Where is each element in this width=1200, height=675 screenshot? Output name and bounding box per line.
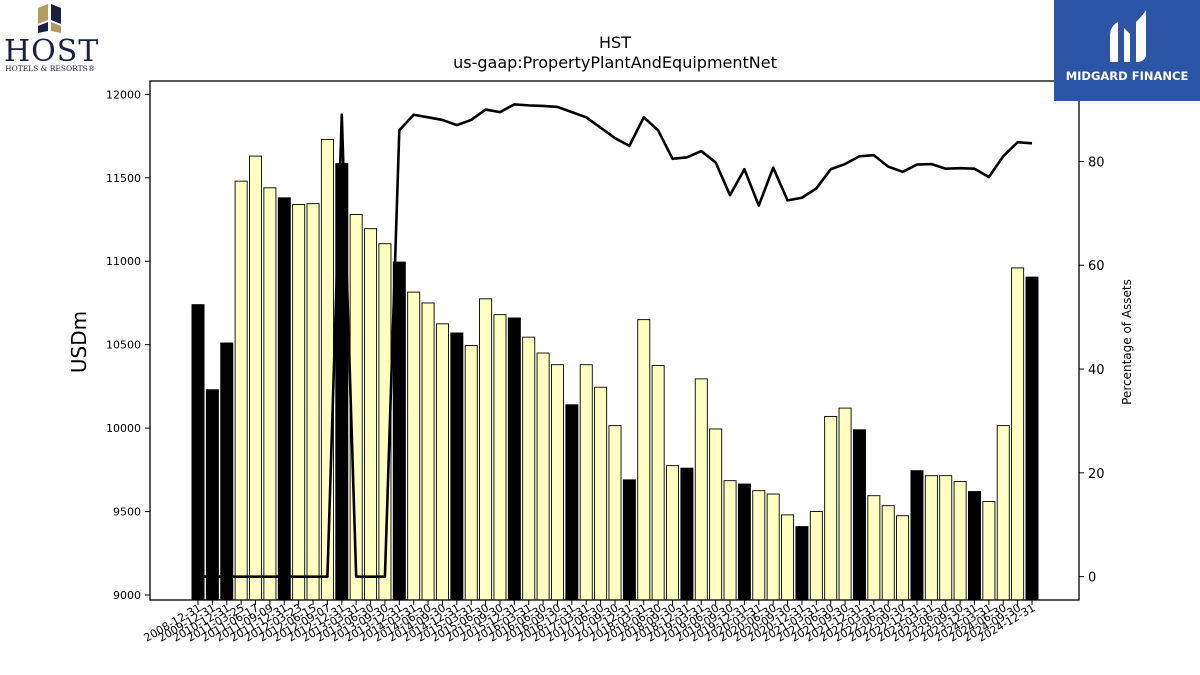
bar [939,475,953,601]
bar [723,480,737,601]
bar [479,298,493,601]
y-axis-right: 0 20 40 60 80 [1079,155,1105,586]
bar [910,470,924,601]
y-tick-label: 11000 [106,255,141,268]
midgard-wordmark: MIDGARD FINANCE [1065,69,1189,83]
y-tick-label: 10000 [106,422,141,435]
y2-tick-label: 40 [1088,363,1105,378]
midgard-emblem-icon [1110,10,1146,62]
y2-tick-label: 60 [1088,259,1105,274]
bar [594,386,608,601]
bar [493,314,507,601]
bar [450,332,464,601]
chart-subtitle: us-gaap:PropertyPlantAndEquipmentNet [453,53,777,72]
bar [896,515,910,601]
y2-axis-label: Percentage of Assets [1120,279,1134,405]
bar [637,319,651,601]
bar [766,493,780,601]
y-tick-label: 11500 [106,172,141,185]
bar [565,404,579,601]
y-axis-left: 9000 9500 10000 10500 11000 11500 12000 [106,88,150,602]
bar [536,352,550,601]
bar [967,491,981,601]
bar [694,378,708,601]
chart-title: HST [599,33,631,52]
bar-series [191,138,1039,601]
bar [205,389,219,601]
bar [867,495,881,601]
y-axis-label: USDm [67,311,91,373]
bar [392,261,406,601]
bar [522,336,536,601]
bar [881,505,895,601]
bar [924,475,938,601]
bar [824,415,838,601]
bar [550,364,564,601]
y2-tick-label: 80 [1088,155,1105,170]
bar [292,204,306,601]
plot-frame [149,80,1080,601]
bar [407,291,421,601]
bar [364,228,378,601]
bar [579,364,593,601]
bar [220,342,234,601]
y-tick-label: 10500 [106,339,141,352]
x-axis: 2008-12-312009-12-312010-12-312011-03-25… [142,600,1038,645]
bar [234,180,248,601]
host-wordmark: HOST [4,34,100,69]
bar [752,490,766,601]
midgard-finance-logo: MIDGARD FINANCE [1054,0,1200,101]
bar [320,138,334,601]
bar [651,365,665,601]
host-hotels-logo: HOST HOTELS & RESORTS® [0,0,110,80]
bar [277,197,291,601]
host-subtitle: HOTELS & RESORTS® [5,64,96,73]
bar [435,323,449,601]
y-tick-label: 9000 [113,589,141,602]
bar [1011,267,1025,601]
bar [996,425,1010,601]
bar [1025,276,1039,601]
bar [306,203,320,601]
bar [249,155,263,601]
bar [666,465,680,601]
bar [838,407,852,601]
bar [263,187,277,601]
y-tick-label: 12000 [106,88,141,101]
host-emblem-icon [38,4,61,33]
bar [953,481,967,601]
bar [709,428,723,601]
bar [191,304,205,601]
bar [464,345,478,601]
y2-tick-label: 20 [1088,467,1105,482]
bar [982,501,996,601]
bar [680,467,694,601]
y2-tick-label: 0 [1088,571,1096,586]
bar [809,511,823,601]
y-tick-label: 9500 [113,506,141,519]
bar [795,526,809,601]
bar [781,514,795,601]
bar [737,483,751,601]
bar [507,317,521,601]
percentage-line [198,103,1033,578]
bar [608,425,622,601]
bar [622,479,636,601]
bar [852,429,866,601]
bar [421,302,435,601]
